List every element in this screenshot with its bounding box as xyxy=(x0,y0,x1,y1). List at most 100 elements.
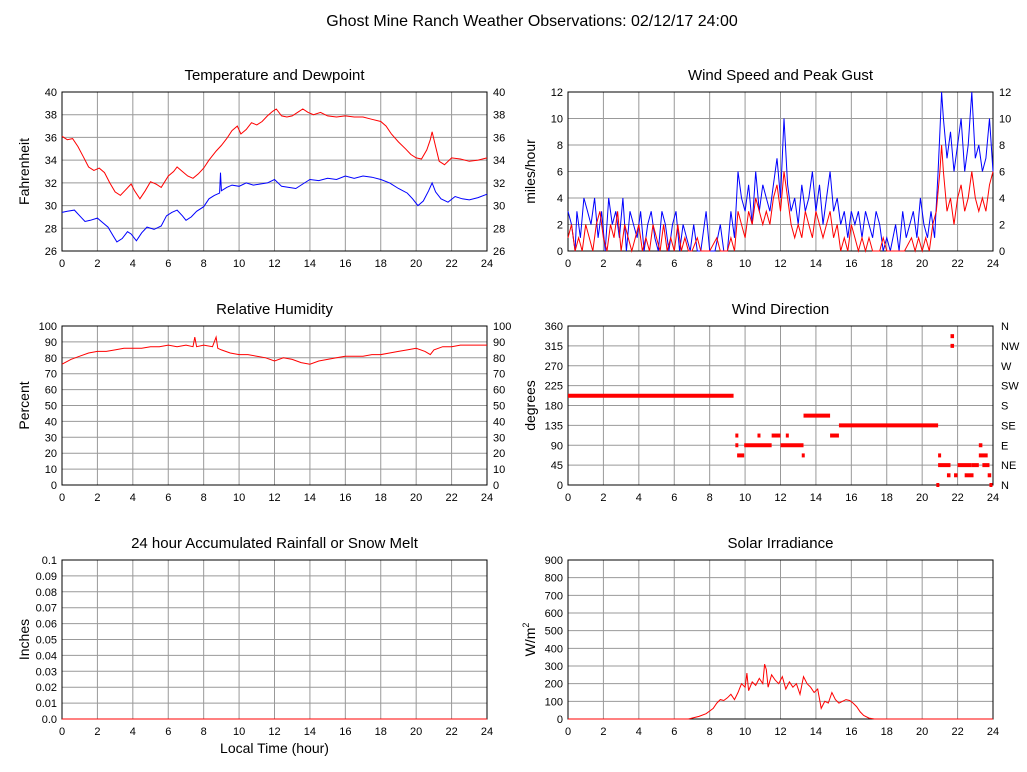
y-tick-label: 30 xyxy=(45,201,57,213)
x-tick-label: 2 xyxy=(600,492,606,504)
chart-title: Wind Speed and Peak Gust xyxy=(688,67,874,84)
y-tick-label-right: 40 xyxy=(493,416,505,428)
series-line-rh-0 xyxy=(61,335,487,365)
y-axis-label-text: miles/hour xyxy=(522,139,538,204)
y-tick-label-right: 4 xyxy=(999,193,1005,205)
x-tick-label: 20 xyxy=(916,258,928,270)
y-tick-label: 0.05 xyxy=(36,635,57,647)
y-tick-label-right: 40 xyxy=(493,87,505,99)
x-tick-label: 4 xyxy=(636,258,642,270)
x-tick-label: 8 xyxy=(201,726,207,738)
x-tick-label: 22 xyxy=(951,726,963,738)
x-tick-label: 20 xyxy=(410,258,422,270)
y-tick-label: 0.08 xyxy=(36,587,57,599)
x-tick-label: 20 xyxy=(916,726,928,738)
y-axis-label-text: Percent xyxy=(16,381,32,429)
y-tick-label-right: 32 xyxy=(493,178,505,190)
y-tick-label: 90 xyxy=(45,337,57,349)
direction-label: SE xyxy=(1001,420,1016,432)
x-tick-label: 24 xyxy=(481,726,493,738)
x-tick-label: 4 xyxy=(130,258,136,270)
x-tick-label: 22 xyxy=(951,258,963,270)
y-tick-label: 900 xyxy=(545,555,563,567)
y-tick-label: 360 xyxy=(545,321,563,333)
y-tick-label: 70 xyxy=(45,369,57,381)
y-tick-label: 225 xyxy=(545,381,563,393)
x-tick-label: 16 xyxy=(845,258,857,270)
y-tick-label: 0.02 xyxy=(36,682,57,694)
y-tick-label: 0.03 xyxy=(36,666,57,678)
x-tick-label: 24 xyxy=(481,258,493,270)
y-tick-label: 2 xyxy=(557,220,563,232)
x-tick-label: 0 xyxy=(59,726,65,738)
y-tick-label: 50 xyxy=(45,401,57,413)
y-axis-label: Percent xyxy=(16,381,32,429)
y-tick-label-right: 28 xyxy=(493,223,505,235)
y-tick-label: 34 xyxy=(45,155,57,167)
x-tick-label: 18 xyxy=(881,726,893,738)
x-tick-label: 24 xyxy=(987,258,999,270)
x-tick-label: 16 xyxy=(339,726,351,738)
y-axis-label: miles/hour xyxy=(522,139,538,204)
x-tick-label: 18 xyxy=(375,258,387,270)
y-tick-label-right: 50 xyxy=(493,401,505,413)
y-tick-label: 315 xyxy=(545,341,563,353)
y-axis-label: degrees xyxy=(522,380,538,431)
y-tick-label: 200 xyxy=(545,679,563,691)
x-tick-label: 12 xyxy=(268,726,280,738)
y-tick-label: 4 xyxy=(557,193,563,205)
x-tick-label: 20 xyxy=(410,492,422,504)
y-tick-label: 20 xyxy=(45,448,57,460)
x-tick-label: 18 xyxy=(375,492,387,504)
chart-title: Temperature and Dewpoint xyxy=(184,67,365,84)
y-axis-label: Fahrenheit xyxy=(16,138,32,205)
x-tick-label: 0 xyxy=(565,492,571,504)
x-tick-label: 12 xyxy=(268,492,280,504)
y-tick-label-right: 70 xyxy=(493,369,505,381)
y-tick-label: 0.07 xyxy=(36,603,57,615)
y-tick-label: 0.04 xyxy=(36,650,57,662)
y-tick-label-right: 100 xyxy=(493,321,511,333)
x-tick-label: 6 xyxy=(165,258,171,270)
x-tick-label: 12 xyxy=(774,492,786,504)
y-tick-label: 32 xyxy=(45,178,57,190)
direction-label: W xyxy=(1001,361,1012,373)
direction-label: NE xyxy=(1001,460,1016,472)
x-tick-label: 12 xyxy=(774,258,786,270)
y-axis-label-text: W/m xyxy=(522,628,538,657)
x-tick-label: 0 xyxy=(565,258,571,270)
chart-title: Wind Direction xyxy=(732,301,830,318)
y-tick-label: 600 xyxy=(545,608,563,620)
y-tick-label-right: 10 xyxy=(999,114,1011,126)
y-tick-label-right: 0 xyxy=(999,246,1005,258)
x-tick-label: 18 xyxy=(375,726,387,738)
direction-label: NW xyxy=(1001,341,1020,353)
y-tick-label: 100 xyxy=(545,696,563,708)
x-tick-label: 0 xyxy=(59,492,65,504)
y-tick-label-right: 26 xyxy=(493,246,505,258)
y-tick-label-right: 12 xyxy=(999,87,1011,99)
y-tick-label-right: 0 xyxy=(493,480,499,492)
y-axis-label-superscript: 2 xyxy=(521,623,531,628)
y-tick-label-right: 6 xyxy=(999,167,1005,179)
plot-frame xyxy=(567,559,994,720)
y-tick-label: 38 xyxy=(45,110,57,122)
x-tick-label: 20 xyxy=(916,492,928,504)
y-axis-label-text: Fahrenheit xyxy=(16,138,32,205)
y-tick-label: 60 xyxy=(45,385,57,397)
x-tick-label: 20 xyxy=(410,726,422,738)
direction-label: E xyxy=(1001,440,1008,452)
y-tick-label: 0.1 xyxy=(42,555,57,567)
x-tick-label: 12 xyxy=(774,726,786,738)
x-tick-label: 2 xyxy=(600,726,606,738)
x-tick-label: 8 xyxy=(707,492,713,504)
y-tick-label-right: 20 xyxy=(493,448,505,460)
x-tick-label: 0 xyxy=(59,258,65,270)
x-axis-label: Local Time (hour) xyxy=(220,740,329,756)
direction-label: N xyxy=(1001,480,1009,492)
y-tick-label-right: 8 xyxy=(999,140,1005,152)
